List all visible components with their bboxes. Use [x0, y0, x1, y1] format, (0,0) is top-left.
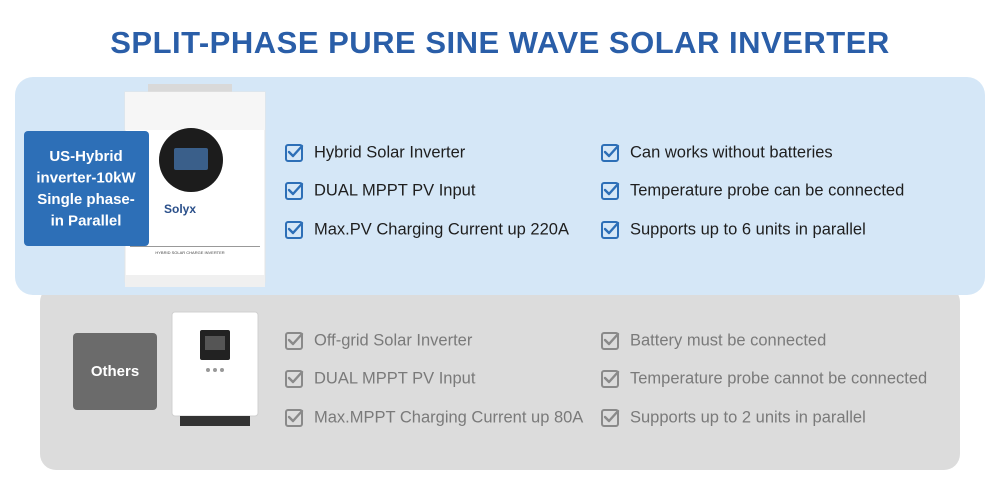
feature-text: Battery must be connected: [630, 331, 826, 349]
feature-text: Can works without batteries: [630, 143, 833, 161]
check-box: [601, 332, 619, 350]
check-box: [285, 221, 303, 239]
check-box: [601, 144, 619, 162]
check-icon: [601, 144, 620, 162]
badge-line: Single phase-: [37, 191, 135, 208]
check-mark: [287, 332, 304, 346]
check-box: [285, 370, 303, 388]
check-mark: [603, 370, 620, 384]
check-mark: [603, 182, 620, 196]
feature-text: Hybrid Solar Inverter: [314, 143, 466, 161]
feature-text: Temperature probe can be connected: [630, 181, 904, 199]
feature-text: Supports up to 2 units in parallel: [630, 408, 866, 426]
badge-line: inverter-10kW: [36, 169, 136, 186]
check-icon: [285, 144, 304, 162]
check-icon: [285, 221, 304, 239]
check-icon: [285, 332, 304, 350]
feature-text: Max.MPPT Charging Current up 80A: [314, 408, 583, 426]
brand-label: Solyx: [164, 202, 196, 216]
check-box: [285, 332, 303, 350]
check-icon: [285, 182, 304, 200]
check-icon: [285, 370, 304, 388]
check-icon: [601, 332, 620, 350]
check-box: [285, 182, 303, 200]
feature-text: DUAL MPPT PV Input: [314, 369, 476, 387]
check-mark: [603, 221, 620, 235]
check-icon: [601, 221, 620, 239]
product-badge: [24, 131, 149, 246]
others-badge: [73, 333, 157, 410]
check-box: [601, 221, 619, 239]
check-icon: [601, 370, 620, 388]
feature-text: Supports up to 6 units in parallel: [630, 220, 866, 238]
check-mark: [603, 409, 620, 423]
feature-text: DUAL MPPT PV Input: [314, 181, 476, 199]
check-icon: [601, 182, 620, 200]
check-icon: [285, 409, 304, 427]
device-label: HYBRID SOLAR CHARGE INVERTER: [155, 250, 224, 255]
others-label: Others: [91, 363, 139, 380]
check-box: [601, 182, 619, 200]
others-panel: [40, 286, 960, 470]
check-mark: [287, 182, 304, 196]
check-mark: [603, 144, 620, 158]
feature-text: Max.PV Charging Current up 220A: [314, 220, 569, 238]
page-title: SPLIT-PHASE PURE SINE WAVE SOLAR INVERTE…: [110, 25, 890, 60]
check-mark: [603, 332, 620, 346]
check-icon: [601, 409, 620, 427]
badge-line: US-Hybrid: [49, 148, 122, 165]
check-mark: [287, 370, 304, 384]
check-box: [285, 409, 303, 427]
check-box: [285, 144, 303, 162]
check-mark: [287, 221, 304, 235]
check-box: [601, 370, 619, 388]
check-mark: [287, 409, 304, 423]
other-device: [171, 311, 259, 426]
check-box: [601, 409, 619, 427]
feature-text: Off-grid Solar Inverter: [314, 331, 473, 349]
check-mark: [287, 144, 304, 158]
feature-text: Temperature probe cannot be connected: [630, 369, 927, 387]
badge-line: in Parallel: [51, 212, 122, 229]
